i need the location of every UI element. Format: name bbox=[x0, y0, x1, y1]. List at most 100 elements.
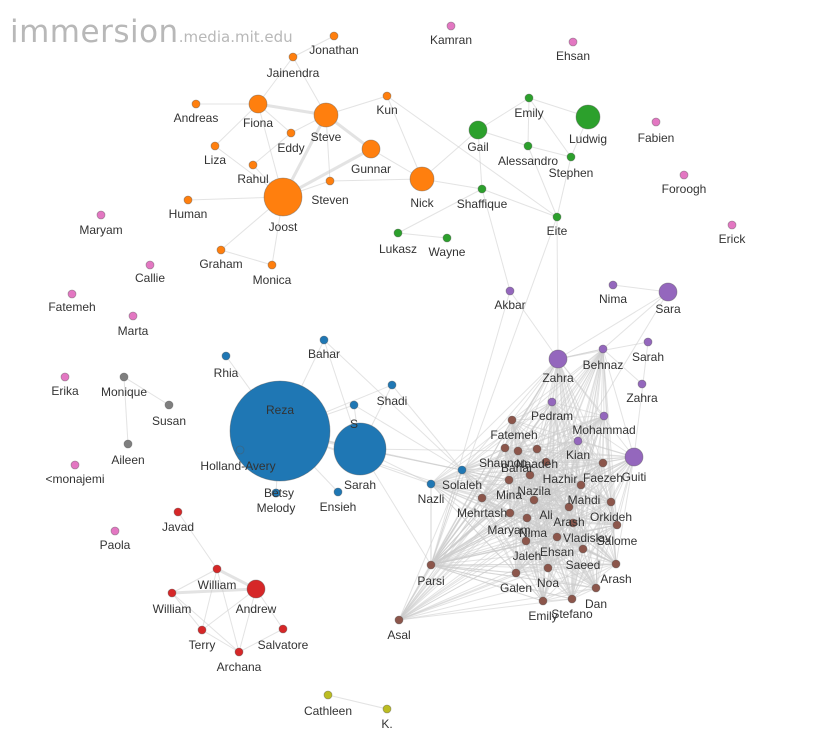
node-label-mehrtash[interactable]: Mehrtash bbox=[457, 506, 507, 520]
node-jonathan[interactable] bbox=[329, 31, 339, 41]
node-label-behnaz[interactable]: Behnaz bbox=[583, 358, 624, 372]
node-kamran[interactable] bbox=[446, 21, 456, 31]
node-label-lukasz[interactable]: Lukasz bbox=[379, 242, 417, 256]
node-label-eite[interactable]: Eite bbox=[547, 224, 568, 238]
node-label-archana[interactable]: Archana bbox=[217, 660, 262, 674]
node-label-pedram[interactable]: Pedram bbox=[531, 409, 573, 423]
node-label-wayne[interactable]: Wayne bbox=[429, 245, 466, 259]
node-label-fabien[interactable]: Fabien bbox=[638, 131, 675, 145]
node-erika[interactable] bbox=[60, 372, 70, 382]
node-label-nima_b[interactable]: Nima bbox=[519, 526, 547, 540]
node-label-sarah_b[interactable]: Sarah bbox=[344, 478, 376, 492]
node-label-sarah_p[interactable]: Sarah bbox=[632, 350, 664, 364]
node-marta[interactable] bbox=[128, 311, 138, 321]
node-zahra1[interactable] bbox=[548, 349, 568, 369]
node-label-zahra2[interactable]: Zahra bbox=[626, 391, 658, 405]
node-label-mohammad[interactable]: Mohammad bbox=[572, 423, 635, 437]
node-asal[interactable] bbox=[394, 615, 404, 625]
node-gunnar[interactable] bbox=[361, 139, 381, 159]
node-shadi[interactable] bbox=[387, 380, 397, 390]
node-label-melody[interactable]: Melody bbox=[257, 501, 296, 515]
node-solaleh[interactable] bbox=[457, 465, 467, 475]
node-label-andreas[interactable]: Andreas bbox=[174, 111, 219, 125]
node-emily_g[interactable] bbox=[524, 93, 534, 103]
node-label-bahar[interactable]: Bahar bbox=[308, 347, 340, 361]
node-rahul[interactable] bbox=[248, 160, 258, 170]
node-terry[interactable] bbox=[197, 625, 207, 635]
node-shaffique[interactable] bbox=[477, 184, 487, 194]
node-label-betsy[interactable]: Betsy bbox=[264, 486, 294, 500]
node-liza[interactable] bbox=[210, 141, 220, 151]
node-jaleh[interactable] bbox=[521, 536, 531, 546]
node-mahdi[interactable] bbox=[576, 480, 586, 490]
node-label-callie[interactable]: Callie bbox=[135, 271, 165, 285]
node-label-emily_g[interactable]: Emily bbox=[514, 106, 543, 120]
node-nick[interactable] bbox=[409, 166, 435, 192]
node-label-cathleen[interactable]: Cathleen bbox=[304, 704, 352, 718]
node-jainendra[interactable] bbox=[288, 52, 298, 62]
node-nadeh[interactable] bbox=[532, 444, 542, 454]
node-label-stephen[interactable]: Stephen bbox=[549, 166, 594, 180]
node-vladislav[interactable] bbox=[568, 518, 578, 528]
node-label-gail[interactable]: Gail bbox=[467, 140, 488, 154]
node-label-fatemeh_l[interactable]: Fatemeh bbox=[48, 300, 95, 314]
node-ehsan_top[interactable] bbox=[568, 37, 578, 47]
node-reza[interactable] bbox=[229, 380, 331, 482]
node-label-human[interactable]: Human bbox=[169, 207, 208, 221]
node-label-akbar[interactable]: Akbar bbox=[494, 298, 525, 312]
node-parsi[interactable] bbox=[426, 560, 436, 570]
node-label-nick[interactable]: Nick bbox=[410, 196, 434, 210]
node-human[interactable] bbox=[183, 195, 193, 205]
node-label-dan[interactable]: Dan bbox=[585, 597, 607, 611]
node-label-maryam_b[interactable]: Maryam bbox=[487, 523, 530, 537]
node-hazhir[interactable] bbox=[541, 457, 551, 467]
node-label-kun[interactable]: Kun bbox=[376, 103, 397, 117]
node-susan[interactable] bbox=[164, 400, 174, 410]
site-logo[interactable]: immersion.media.mit.edu bbox=[10, 14, 293, 50]
node-label-jaleh[interactable]: Jaleh bbox=[513, 549, 542, 563]
node-label-monique[interactable]: Monique bbox=[101, 385, 147, 399]
node-galen[interactable] bbox=[511, 568, 521, 578]
node-label-gunnar[interactable]: Gunnar bbox=[351, 162, 391, 176]
node-label-aileen[interactable]: Aileen bbox=[111, 453, 144, 467]
node-label-mina[interactable]: Mina bbox=[496, 488, 522, 502]
node-label-nadeh[interactable]: Naadeh bbox=[516, 457, 558, 471]
node-label-steve[interactable]: Steve bbox=[311, 130, 342, 144]
node-shannon[interactable] bbox=[500, 443, 510, 453]
node-label-javad[interactable]: Javad bbox=[162, 520, 194, 534]
node-steven[interactable] bbox=[325, 176, 335, 186]
node-bahar[interactable] bbox=[319, 335, 329, 345]
node-joost[interactable] bbox=[263, 177, 303, 217]
node-andreas[interactable] bbox=[191, 99, 201, 109]
node-label-arash1[interactable]: Arash bbox=[553, 515, 584, 529]
node-cathleen[interactable] bbox=[323, 690, 333, 700]
node-callie[interactable] bbox=[145, 260, 155, 270]
node-label-hollandavery[interactable]: Holland-Avery bbox=[200, 459, 275, 473]
node-ensieh[interactable] bbox=[333, 487, 343, 497]
node-salome[interactable] bbox=[612, 520, 622, 530]
node-label-shadi[interactable]: Shadi bbox=[377, 394, 408, 408]
node-s_blue[interactable] bbox=[349, 400, 359, 410]
node-k[interactable] bbox=[382, 704, 392, 714]
node-bahar_b[interactable] bbox=[513, 446, 523, 456]
node-label-joost[interactable]: Joost bbox=[269, 220, 298, 234]
node-nima_b[interactable] bbox=[522, 513, 532, 523]
node-salvatore[interactable] bbox=[278, 624, 288, 634]
node-label-monajemi[interactable]: <monajemi bbox=[45, 472, 104, 486]
node-label-william1[interactable]: William bbox=[198, 578, 237, 592]
node-steve[interactable] bbox=[313, 102, 339, 128]
node-label-eddy[interactable]: Eddy bbox=[277, 141, 304, 155]
node-label-alessandro[interactable]: Alessandro bbox=[498, 154, 558, 168]
node-label-salome[interactable]: Salome bbox=[597, 534, 638, 548]
node-label-vladislav[interactable]: Vladislav bbox=[563, 531, 611, 545]
node-guiti[interactable] bbox=[624, 447, 644, 467]
node-kian[interactable] bbox=[573, 436, 583, 446]
node-arash1[interactable] bbox=[564, 502, 574, 512]
node-label-ludwig[interactable]: Ludwig bbox=[569, 132, 607, 146]
node-label-s_blue[interactable]: S bbox=[350, 417, 358, 431]
node-andrew[interactable] bbox=[246, 579, 266, 599]
node-label-galen[interactable]: Galen bbox=[500, 581, 532, 595]
node-label-maryam_l[interactable]: Maryam bbox=[79, 223, 122, 237]
node-label-marta[interactable]: Marta bbox=[118, 324, 149, 338]
node-erick[interactable] bbox=[727, 220, 737, 230]
